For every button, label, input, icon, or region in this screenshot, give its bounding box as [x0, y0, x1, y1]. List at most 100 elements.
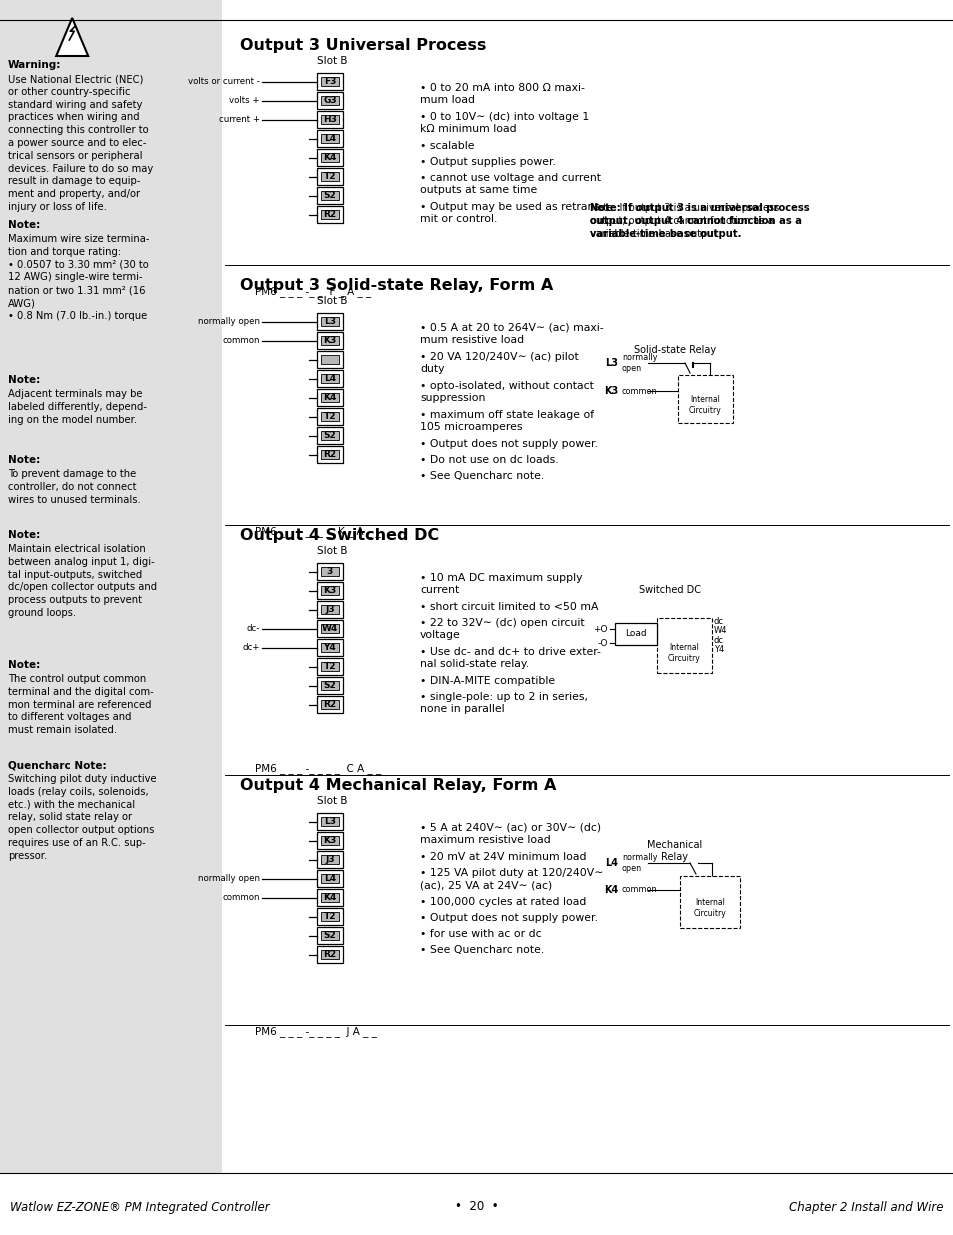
Text: Note:: Note: — [8, 530, 40, 540]
Bar — [320, 818, 338, 826]
Text: • short circuit limited to <50 mA: • short circuit limited to <50 mA — [419, 601, 598, 613]
Text: PM6 _ _ _ -_ _  F _ A _ _: PM6 _ _ _ -_ _ F _ A _ _ — [254, 287, 371, 296]
Text: volts +: volts + — [229, 96, 260, 105]
Text: Internal
Circuitry: Internal Circuitry — [667, 643, 700, 663]
Text: Note:: Note: — [8, 659, 40, 671]
Bar — [316, 658, 343, 676]
Text: T2: T2 — [323, 662, 335, 671]
Text: R2: R2 — [323, 210, 336, 219]
Text: Mechanical
Relay: Mechanical Relay — [647, 840, 702, 862]
Text: Note:: Note: — [8, 454, 40, 466]
Text: K3: K3 — [603, 387, 618, 396]
Bar — [657, 618, 711, 673]
Text: normally
open: normally open — [621, 353, 657, 373]
Text: K4: K4 — [323, 393, 336, 403]
Text: K4: K4 — [323, 153, 336, 162]
Text: PM6 _ _ _ -_ _ _ _  C A _ _: PM6 _ _ _ -_ _ _ _ C A _ _ — [254, 763, 381, 774]
Text: • Output may be used as retrans-
mit or control.: • Output may be used as retrans- mit or … — [419, 203, 603, 224]
Text: Internal
Circuitry: Internal Circuitry — [693, 898, 725, 918]
Text: Note: If output 3 is a universal process
output, output 4 cannot function as a
v: Note: If output 3 is a universal process… — [589, 203, 809, 240]
Text: Use National Electric (NEC)
or other country-specific
standard wiring and safety: Use National Electric (NEC) or other cou… — [8, 74, 153, 212]
Bar — [320, 172, 338, 182]
Bar — [320, 700, 338, 709]
Text: F3: F3 — [323, 77, 335, 86]
Bar — [316, 677, 343, 694]
Text: dc
Y4: dc Y4 — [713, 636, 723, 655]
Text: normally open: normally open — [198, 874, 260, 883]
Text: R2: R2 — [323, 700, 336, 709]
Text: • 22 to 32V∼ (dc) open circuit
voltage: • 22 to 32V∼ (dc) open circuit voltage — [419, 618, 584, 640]
Text: Load: Load — [624, 630, 646, 638]
Bar — [320, 412, 338, 421]
Text: Output 3 Solid-state Relay, Form A: Output 3 Solid-state Relay, Form A — [240, 278, 553, 293]
Bar — [678, 375, 732, 424]
Bar — [316, 168, 343, 185]
Bar — [316, 351, 343, 368]
Bar — [320, 585, 338, 595]
Text: Internal
Circuitry: Internal Circuitry — [688, 395, 720, 415]
Bar — [316, 946, 343, 963]
Bar — [316, 149, 343, 165]
Text: Output 3 Universal Process: Output 3 Universal Process — [240, 38, 486, 53]
Bar — [320, 135, 338, 143]
Bar — [316, 186, 343, 204]
Text: L4: L4 — [324, 135, 335, 143]
Text: Chapter 2 Install and Wire: Chapter 2 Install and Wire — [789, 1200, 943, 1214]
Text: • Output does not supply power.: • Output does not supply power. — [419, 913, 598, 923]
Bar — [316, 869, 343, 887]
Text: J3: J3 — [325, 855, 335, 864]
Text: • maximum off state leakage of
105 microamperes: • maximum off state leakage of 105 micro… — [419, 410, 594, 432]
Text: • DIN-A-MITE compatible: • DIN-A-MITE compatible — [419, 676, 555, 685]
Text: W4: W4 — [321, 624, 337, 634]
Bar — [320, 393, 338, 403]
Text: Switching pilot duty inductive
loads (relay coils, solenoids,
etc.) with the mec: Switching pilot duty inductive loads (re… — [8, 774, 156, 861]
Bar — [320, 643, 338, 652]
Text: • 5 A at 240V∼ (ac) or 30V∼ (dc)
maximum resistive load: • 5 A at 240V∼ (ac) or 30V∼ (dc) maximum… — [419, 823, 600, 845]
Text: S2: S2 — [323, 431, 336, 440]
Text: • Output does not supply power.: • Output does not supply power. — [419, 438, 598, 450]
Bar — [316, 851, 343, 868]
Text: S2: S2 — [323, 680, 336, 690]
Bar — [316, 889, 343, 906]
Bar — [316, 111, 343, 128]
Text: normally
open: normally open — [621, 853, 657, 873]
Text: Note: If output 3 is a universal process
output, output 4 cannot function as a
v: Note: If output 3 is a universal process… — [589, 203, 779, 240]
Text: dc+: dc+ — [242, 643, 260, 652]
Text: L4: L4 — [604, 858, 618, 868]
Text: • 10 mA DC maximum supply
current: • 10 mA DC maximum supply current — [419, 573, 582, 595]
Text: K4: K4 — [323, 893, 336, 902]
Bar — [316, 408, 343, 425]
Bar — [320, 855, 338, 864]
Text: Quencharc Note:: Quencharc Note: — [8, 760, 107, 769]
Bar — [316, 332, 343, 350]
Text: normally open: normally open — [198, 317, 260, 326]
Bar — [320, 911, 338, 921]
Text: common: common — [621, 885, 657, 894]
Bar — [320, 374, 338, 383]
Bar — [316, 312, 343, 330]
Text: S2: S2 — [323, 931, 336, 940]
Text: K3: K3 — [323, 836, 336, 845]
Text: L4: L4 — [324, 874, 335, 883]
Text: Slot B: Slot B — [316, 296, 347, 306]
Text: • Output supplies power.: • Output supplies power. — [419, 157, 556, 167]
Bar — [320, 624, 338, 634]
Text: L3: L3 — [324, 317, 335, 326]
Bar — [316, 813, 343, 830]
Bar — [320, 115, 338, 124]
Text: • for use with ac or dc: • for use with ac or dc — [419, 929, 541, 939]
Bar — [679, 876, 740, 927]
Text: T2: T2 — [323, 412, 335, 421]
Text: K4: K4 — [603, 885, 618, 895]
Text: • 100,000 cycles at rated load: • 100,000 cycles at rated load — [419, 897, 586, 906]
Bar — [316, 563, 343, 580]
Text: Warning:: Warning: — [8, 61, 61, 70]
Text: common: common — [222, 893, 260, 902]
Bar — [316, 927, 343, 944]
Text: Note:: Note: — [8, 220, 40, 230]
Bar — [320, 450, 338, 459]
Bar — [316, 206, 343, 224]
Bar — [320, 96, 338, 105]
Text: K3: K3 — [323, 585, 336, 595]
Text: • 0 to 10V∼ (dc) into voltage 1
kΩ minimum load: • 0 to 10V∼ (dc) into voltage 1 kΩ minim… — [419, 112, 589, 135]
